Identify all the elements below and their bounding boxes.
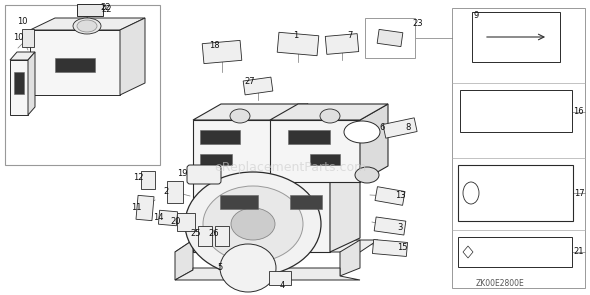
- Polygon shape: [175, 268, 360, 280]
- Bar: [372, 240, 408, 256]
- Bar: [200, 154, 232, 165]
- Polygon shape: [30, 18, 145, 30]
- Bar: [325, 34, 359, 54]
- Text: 23: 23: [412, 19, 423, 29]
- Text: 9: 9: [473, 12, 478, 20]
- Text: ZK00E2800E: ZK00E2800E: [476, 279, 525, 289]
- Text: 21: 21: [573, 248, 584, 256]
- Bar: [288, 130, 330, 144]
- Text: 25: 25: [191, 230, 201, 238]
- FancyBboxPatch shape: [187, 165, 221, 184]
- Polygon shape: [193, 180, 330, 252]
- Ellipse shape: [344, 121, 380, 143]
- Text: 16: 16: [573, 107, 584, 117]
- Bar: [177, 213, 195, 231]
- Bar: [22, 29, 34, 47]
- Ellipse shape: [230, 109, 250, 123]
- Ellipse shape: [77, 20, 97, 32]
- Polygon shape: [120, 18, 145, 95]
- Text: 26: 26: [209, 230, 219, 238]
- Ellipse shape: [355, 167, 379, 183]
- Text: 5: 5: [217, 263, 222, 273]
- Bar: [383, 118, 417, 138]
- Bar: [14, 72, 24, 94]
- Polygon shape: [30, 30, 120, 95]
- Text: 7: 7: [348, 32, 353, 40]
- Bar: [458, 165, 573, 221]
- Bar: [167, 181, 183, 203]
- Bar: [198, 226, 212, 246]
- Bar: [215, 226, 229, 246]
- Polygon shape: [10, 60, 28, 115]
- Bar: [374, 217, 406, 235]
- Polygon shape: [193, 166, 360, 180]
- Bar: [5, 5, 160, 165]
- Text: 13: 13: [395, 191, 405, 201]
- Bar: [365, 18, 415, 58]
- Ellipse shape: [73, 18, 101, 34]
- Bar: [159, 210, 178, 226]
- Text: 17: 17: [573, 189, 584, 197]
- Polygon shape: [463, 246, 473, 258]
- Bar: [243, 77, 273, 95]
- Bar: [77, 4, 103, 16]
- Bar: [200, 130, 240, 144]
- Bar: [136, 195, 154, 221]
- Polygon shape: [175, 240, 378, 252]
- Text: eReplacementParts.com: eReplacementParts.com: [214, 161, 366, 175]
- Text: 1: 1: [293, 32, 299, 40]
- Bar: [269, 271, 291, 285]
- Text: 2: 2: [163, 188, 169, 196]
- Text: 8: 8: [405, 124, 411, 132]
- Bar: [202, 40, 242, 64]
- Text: 3: 3: [397, 224, 403, 232]
- Text: 18: 18: [209, 42, 219, 50]
- Polygon shape: [360, 104, 388, 182]
- Text: 22: 22: [101, 4, 112, 12]
- Bar: [452, 8, 585, 288]
- Text: 22: 22: [101, 6, 112, 14]
- Text: 11: 11: [131, 204, 141, 212]
- Bar: [220, 195, 258, 209]
- Bar: [290, 195, 322, 209]
- Ellipse shape: [220, 244, 276, 292]
- Text: 10: 10: [17, 17, 27, 27]
- Text: 15: 15: [396, 243, 407, 253]
- Polygon shape: [28, 52, 35, 115]
- Ellipse shape: [463, 182, 479, 204]
- Text: 27: 27: [245, 78, 255, 86]
- Bar: [377, 30, 403, 47]
- Polygon shape: [270, 104, 388, 120]
- Ellipse shape: [231, 208, 275, 240]
- Bar: [277, 32, 319, 56]
- Polygon shape: [175, 240, 193, 280]
- Bar: [375, 187, 405, 205]
- Polygon shape: [270, 120, 360, 182]
- Text: 6: 6: [379, 124, 385, 132]
- Text: 4: 4: [280, 281, 284, 291]
- Bar: [472, 12, 560, 62]
- Ellipse shape: [320, 109, 340, 123]
- Ellipse shape: [203, 186, 303, 262]
- Text: 14: 14: [153, 214, 163, 222]
- Text: 10: 10: [13, 34, 23, 42]
- Polygon shape: [193, 120, 280, 182]
- Bar: [458, 237, 572, 267]
- Text: 20: 20: [171, 217, 181, 227]
- Bar: [141, 171, 155, 189]
- Bar: [55, 58, 95, 72]
- Polygon shape: [340, 240, 360, 276]
- Polygon shape: [330, 166, 360, 252]
- Bar: [460, 90, 572, 132]
- Bar: [310, 154, 340, 165]
- Polygon shape: [280, 104, 308, 182]
- Polygon shape: [193, 104, 308, 120]
- Polygon shape: [10, 52, 35, 60]
- Text: 12: 12: [133, 173, 143, 183]
- Text: 19: 19: [177, 170, 187, 178]
- Ellipse shape: [185, 172, 321, 276]
